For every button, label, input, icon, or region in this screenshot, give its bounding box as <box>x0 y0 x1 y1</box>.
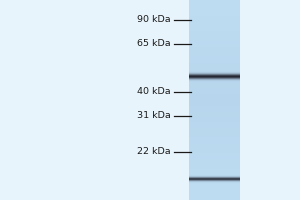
Text: 65 kDa: 65 kDa <box>137 40 171 48</box>
Text: 31 kDa: 31 kDa <box>137 111 171 120</box>
Text: 90 kDa: 90 kDa <box>137 16 171 24</box>
Text: 22 kDa: 22 kDa <box>137 148 171 156</box>
Text: 40 kDa: 40 kDa <box>137 88 171 97</box>
